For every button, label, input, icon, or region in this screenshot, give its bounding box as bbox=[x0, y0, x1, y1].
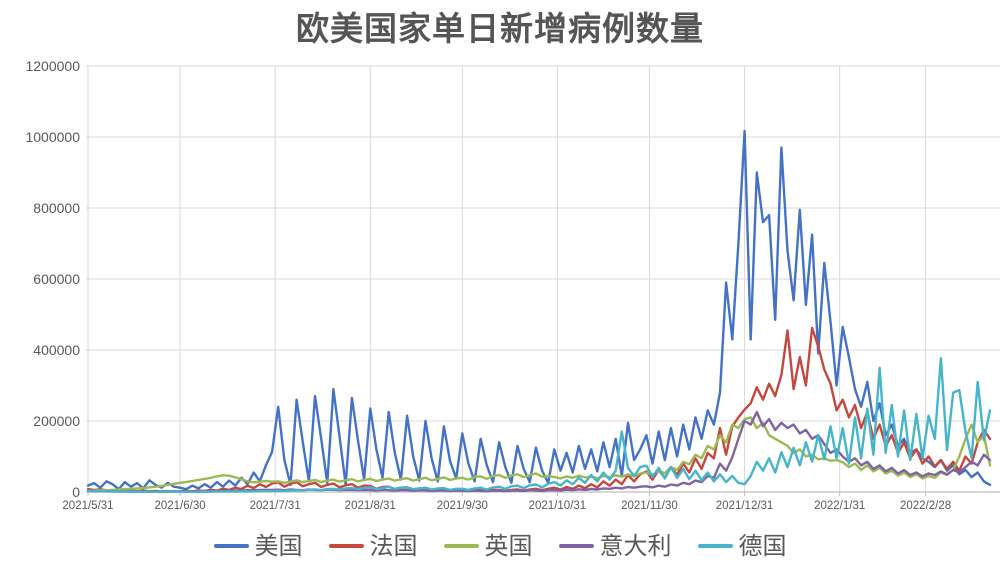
legend-swatch-germany bbox=[697, 543, 733, 549]
legend-label-italy: 意大利 bbox=[599, 532, 672, 560]
x-axis-label: 2021/5/31 bbox=[62, 500, 113, 512]
legend-item-germany: 德国 bbox=[697, 532, 787, 560]
x-axis-label: 2021/9/30 bbox=[437, 500, 488, 512]
legend-swatch-uk bbox=[443, 543, 479, 549]
series-line-france bbox=[86, 326, 992, 493]
y-axis-label: 0 bbox=[72, 484, 80, 500]
x-axis-label: 2021/10/31 bbox=[529, 500, 587, 512]
y-axis-label: 800000 bbox=[33, 200, 80, 216]
legend-item-italy: 意大利 bbox=[558, 532, 672, 560]
x-axis-label: 2021/8/31 bbox=[345, 500, 396, 512]
x-axis-label: 2021/7/31 bbox=[250, 500, 301, 512]
legend-swatch-us bbox=[213, 543, 249, 549]
y-axis-label: 1000000 bbox=[25, 129, 80, 145]
series-line-uk bbox=[86, 416, 992, 493]
legend-swatch-france bbox=[328, 543, 364, 549]
x-axis-label: 2021/6/30 bbox=[154, 500, 205, 512]
x-axis-label: 2021/11/30 bbox=[621, 500, 678, 512]
y-axis-label: 200000 bbox=[33, 413, 80, 429]
line-chart-plot: 0 200000 400000 600000 800000 1000000 1200000 2… bbox=[25, 58, 1000, 512]
legend-label-us: 美国 bbox=[254, 532, 303, 560]
x-axis-label: 2022/2/28 bbox=[900, 500, 951, 512]
y-axis-label: 600000 bbox=[33, 271, 80, 287]
legend-label-uk: 英国 bbox=[484, 532, 533, 560]
legend-label-germany: 德国 bbox=[738, 532, 787, 560]
series-line-us bbox=[86, 129, 992, 491]
y-axis-label: 400000 bbox=[33, 342, 80, 358]
legend-label-france: 法国 bbox=[369, 532, 418, 560]
chart-title: 欧美国家单日新增病例数量 bbox=[296, 9, 704, 48]
x-axis-label: 2022/1/31 bbox=[814, 500, 865, 512]
legend-item-france: 法国 bbox=[328, 532, 418, 560]
y-axis-label: 1200000 bbox=[25, 58, 80, 74]
legend-swatch-italy bbox=[558, 543, 594, 549]
legend-item-us: 美国 bbox=[213, 532, 303, 560]
x-axis-label: 2021/12/31 bbox=[716, 500, 774, 512]
series-line-germany bbox=[86, 357, 992, 493]
legend-item-uk: 英国 bbox=[443, 532, 533, 560]
chart-legend: 美国 法国 英国 意大利 德国 bbox=[0, 534, 1000, 558]
